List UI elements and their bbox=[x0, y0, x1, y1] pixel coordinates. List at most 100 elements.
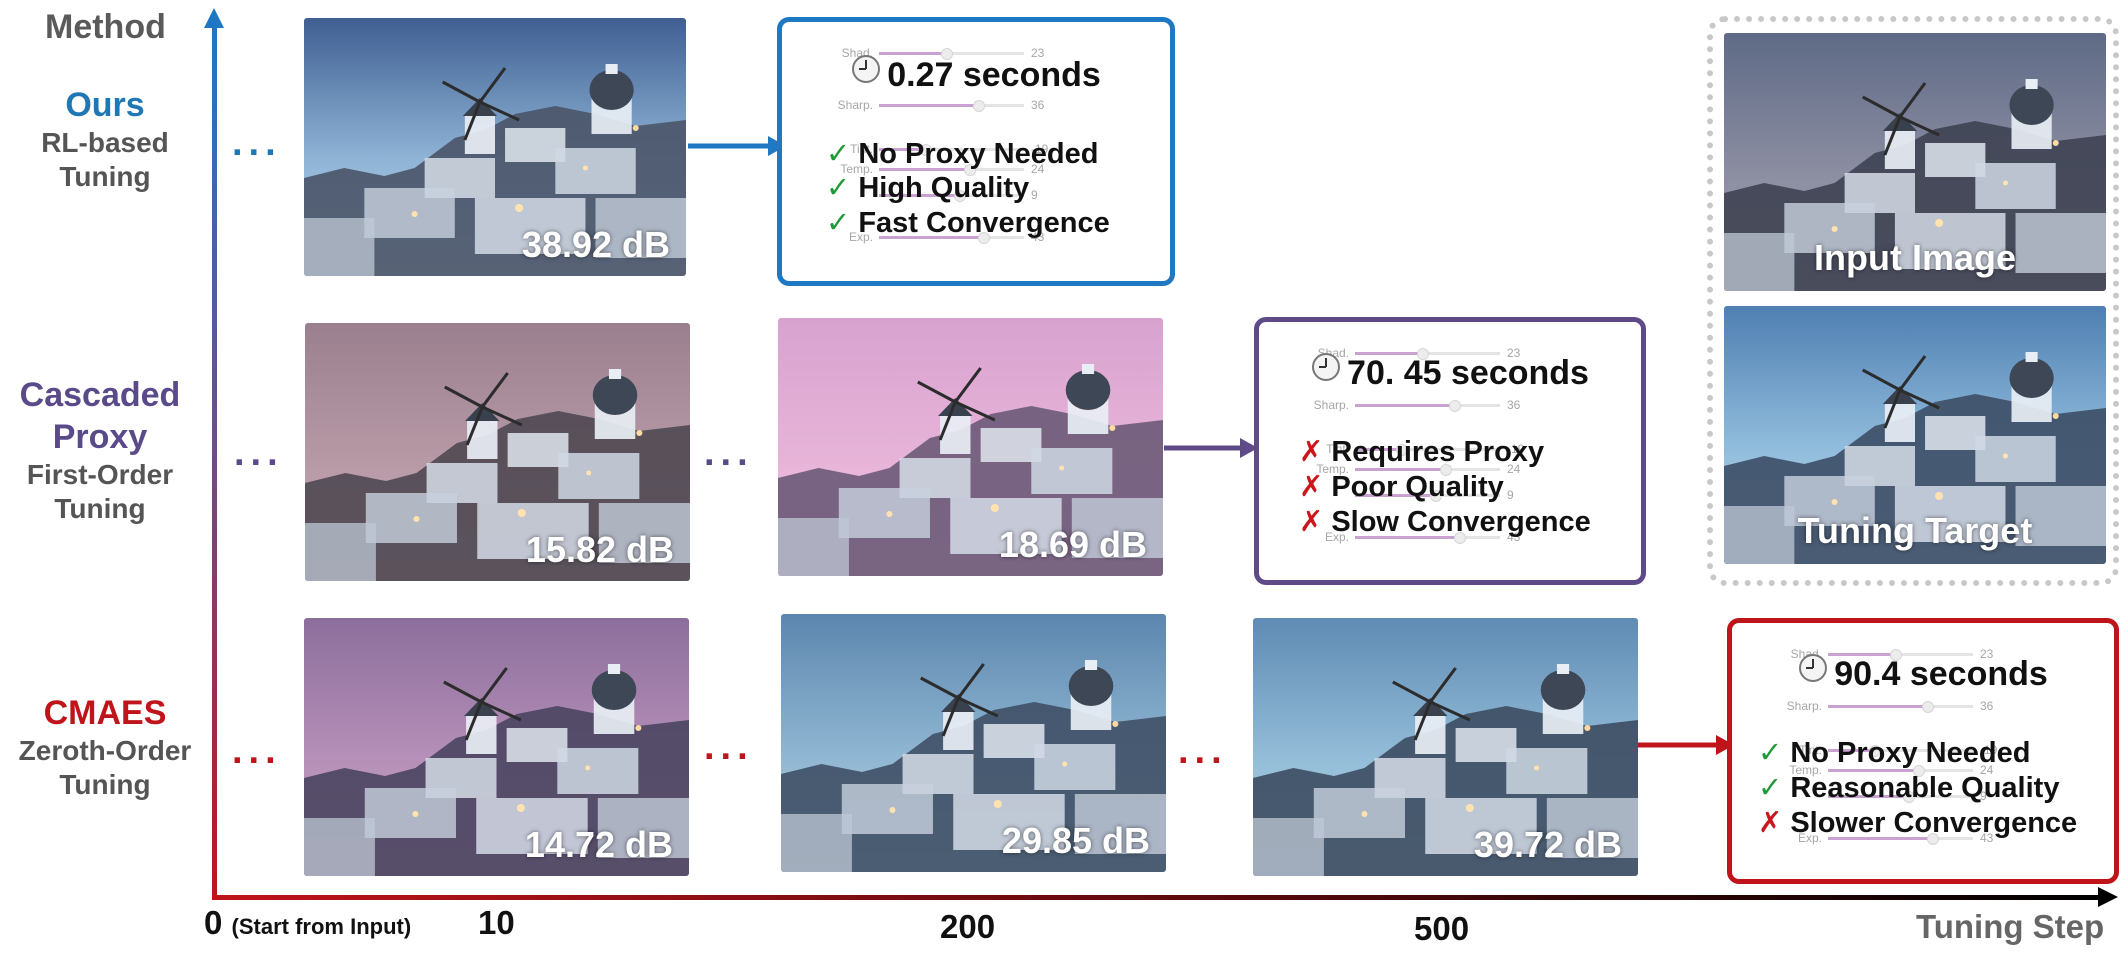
slider-label: Temp. bbox=[1316, 462, 1349, 476]
arrow-cmaes bbox=[1638, 735, 1734, 755]
santorini-scene-illustration bbox=[781, 614, 1166, 872]
method-cmaes: CMAES Zeroth-Order Tuning bbox=[0, 692, 210, 802]
psnr-label: 15.82 dB bbox=[525, 529, 674, 570]
slider-track bbox=[879, 232, 1024, 244]
feature-item: ✓ High Quality bbox=[826, 172, 1030, 204]
slider-panel-background: Shad. 23 Sharp. 36 Tint. -19 Temp. 24 9 Exp. 43 bbox=[782, 22, 1170, 281]
santorini-scene-illustration bbox=[1724, 33, 2106, 291]
slider-value: 36 bbox=[1031, 98, 1045, 112]
feature-item: ✗ Requires Proxy bbox=[1299, 436, 1545, 468]
slider-track bbox=[1355, 490, 1500, 502]
method-sub: Tuning bbox=[59, 769, 151, 800]
santorini-scene-illustration bbox=[305, 323, 690, 581]
method-name-2: Proxy bbox=[52, 418, 148, 456]
ellipsis-cmaes-3: ... bbox=[1178, 730, 1228, 772]
ellipsis-proxy-2: ... bbox=[704, 432, 754, 474]
slider-panel-background: Shad. 23 Sharp. 36 Tint. -19 Temp. 24 9 Exp. 43 bbox=[1732, 623, 2114, 879]
ellipsis-ours-1: ... bbox=[232, 122, 282, 164]
slider-value: 9 bbox=[1031, 188, 1038, 202]
santorini-scene-illustration bbox=[304, 618, 689, 876]
x-tick-200: 200 bbox=[940, 908, 996, 945]
santorini-scene-illustration bbox=[778, 318, 1163, 576]
slider-label: Sharp. bbox=[1786, 699, 1822, 713]
method-sub: Zeroth-Order bbox=[18, 735, 192, 766]
slider-value: -19 bbox=[1980, 743, 1998, 757]
slider-value: -19 bbox=[1031, 142, 1049, 156]
x-tick-0: 0 (Start from Input) bbox=[204, 904, 412, 941]
clock-icon bbox=[851, 54, 881, 93]
slider-track bbox=[1828, 701, 1973, 713]
method-sub: First-Order bbox=[26, 459, 174, 490]
ellipsis-proxy-1: ... bbox=[234, 432, 284, 474]
slider-value: -19 bbox=[1507, 442, 1525, 456]
photo-tuning-target: Tuning Target bbox=[1724, 306, 2106, 564]
slider-track bbox=[879, 48, 1024, 60]
clock-icon bbox=[1798, 653, 1828, 692]
slider-track bbox=[1355, 400, 1500, 412]
x-tick-500: 500 bbox=[1414, 910, 1470, 947]
slider-value: 9 bbox=[1980, 789, 1987, 803]
slider-track bbox=[1355, 532, 1500, 544]
slider-label: Tint. bbox=[850, 142, 873, 156]
y-axis-arrowhead bbox=[204, 8, 224, 28]
x-axis-line bbox=[212, 895, 2102, 900]
ellipsis-cmaes-2: ... bbox=[704, 726, 754, 768]
slider-track bbox=[879, 100, 1024, 112]
psnr-label: 39.72 dB bbox=[1473, 824, 1622, 865]
result-card-cmaes: Shad. 23 Sharp. 36 Tint. -19 Temp. 24 9 Exp. 43 90… bbox=[1727, 618, 2119, 884]
slider-value: 24 bbox=[1980, 763, 1994, 777]
ellipsis-cmaes-1: ... bbox=[232, 730, 282, 772]
santorini-scene-illustration bbox=[1253, 618, 1638, 876]
slider-track bbox=[1828, 833, 1973, 845]
result-card-ours: Shad. 23 Sharp. 36 Tint. -19 Temp. 24 9 Exp. 43 0.… bbox=[777, 17, 1175, 286]
method-name: CMAES bbox=[43, 694, 167, 732]
slider-track bbox=[879, 144, 1024, 156]
clock-icon bbox=[1311, 352, 1341, 391]
method-name: Ours bbox=[65, 86, 145, 124]
result-card-proxy: Shad. 23 Sharp. 36 Tint. -19 Temp. 24 9 Exp. 43 70… bbox=[1254, 317, 1646, 585]
slider-track bbox=[1355, 464, 1500, 476]
method-sub: Tuning bbox=[54, 493, 146, 524]
y-axis-line bbox=[212, 22, 217, 900]
slider-track bbox=[1828, 791, 1973, 803]
slider-track bbox=[879, 190, 1024, 202]
slider-value: 36 bbox=[1507, 398, 1521, 412]
y-axis-title: Method bbox=[45, 8, 166, 46]
input-caption: Input Image bbox=[1813, 237, 2016, 278]
photo-input-image: Input Image bbox=[1724, 33, 2106, 291]
slider-value: 24 bbox=[1507, 462, 1521, 476]
santorini-scene-illustration bbox=[304, 18, 686, 276]
slider-track bbox=[1828, 649, 1973, 661]
psnr-label: 14.72 dB bbox=[524, 824, 673, 865]
photo-proxy-step200: 18.69 dB bbox=[778, 318, 1163, 576]
psnr-label: 29.85 dB bbox=[1001, 820, 1150, 861]
slider-panel-background: Shad. 23 Sharp. 36 Tint. -19 Temp. 24 9 Exp. 43 bbox=[1259, 322, 1641, 580]
feature-item: ✓ No Proxy Needed bbox=[1758, 737, 2031, 769]
slider-value: 23 bbox=[1507, 346, 1521, 360]
method-sub: Tuning bbox=[59, 161, 151, 192]
slider-track bbox=[1355, 348, 1500, 360]
photo-cmaes-step500: 39.72 dB bbox=[1253, 618, 1638, 876]
slider-value: 23 bbox=[1980, 647, 1994, 661]
feature-item: ✓ No Proxy Needed bbox=[826, 138, 1099, 170]
photo-proxy-step10: 15.82 dB bbox=[305, 323, 690, 581]
slider-track bbox=[1828, 745, 1973, 757]
reference-box bbox=[1707, 16, 2119, 586]
slider-value: 24 bbox=[1031, 162, 1045, 176]
slider-value: 43 bbox=[1031, 230, 1045, 244]
runtime-label: 0.27 seconds bbox=[782, 54, 1170, 97]
target-caption: Tuning Target bbox=[1797, 510, 2033, 551]
slider-value: 43 bbox=[1507, 530, 1521, 544]
slider-value: 9 bbox=[1507, 488, 1514, 502]
method-name: Cascaded bbox=[19, 376, 181, 414]
feature-item: ✗ Slow Convergence bbox=[1299, 506, 1591, 538]
feature-item: ✗ Poor Quality bbox=[1299, 471, 1504, 503]
slider-track bbox=[879, 164, 1024, 176]
slider-label: Exp. bbox=[1324, 530, 1349, 544]
arrow-ours bbox=[688, 136, 786, 156]
feature-item: ✓ Reasonable Quality bbox=[1758, 772, 2060, 804]
slider-track bbox=[1828, 765, 1973, 777]
slider-value: 43 bbox=[1980, 831, 1994, 845]
slider-track bbox=[1355, 444, 1500, 456]
